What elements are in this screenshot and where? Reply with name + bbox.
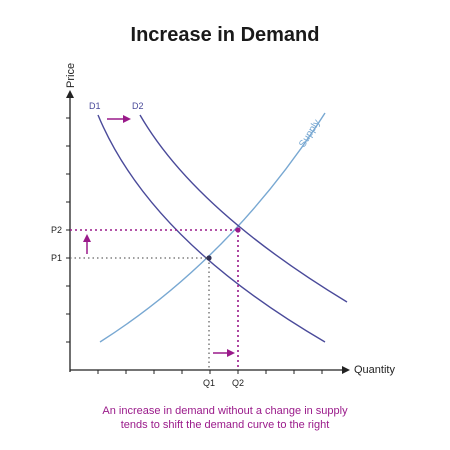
y-axis-ticks xyxy=(66,117,70,343)
supply-curve xyxy=(99,112,326,343)
equilibrium-point-new xyxy=(235,227,241,233)
demand-curve-d1 xyxy=(97,114,326,343)
diagram-caption: An increase in demand without a change i… xyxy=(40,404,410,432)
q2-label: Q2 xyxy=(232,378,244,388)
p1-label: P1 xyxy=(51,253,62,263)
y-axis-label: Price xyxy=(65,63,77,88)
diagram-title: Increase in Demand xyxy=(130,24,320,46)
d2-label: D2 xyxy=(132,101,144,111)
d1-label: D1 xyxy=(89,101,101,111)
q1-label: Q1 xyxy=(203,378,215,388)
demand-curve-d2 xyxy=(139,114,348,303)
x-axis-label: Quantity xyxy=(354,364,395,376)
supply-label: Supply xyxy=(297,118,323,150)
equilibrium-point-original xyxy=(206,255,212,261)
caption-line-1: An increase in demand without a change i… xyxy=(102,405,348,417)
caption-line-2: tends to shift the demand curve to the r… xyxy=(120,419,330,431)
p2-label: P2 xyxy=(51,225,62,235)
x-axis-ticks xyxy=(97,370,323,374)
